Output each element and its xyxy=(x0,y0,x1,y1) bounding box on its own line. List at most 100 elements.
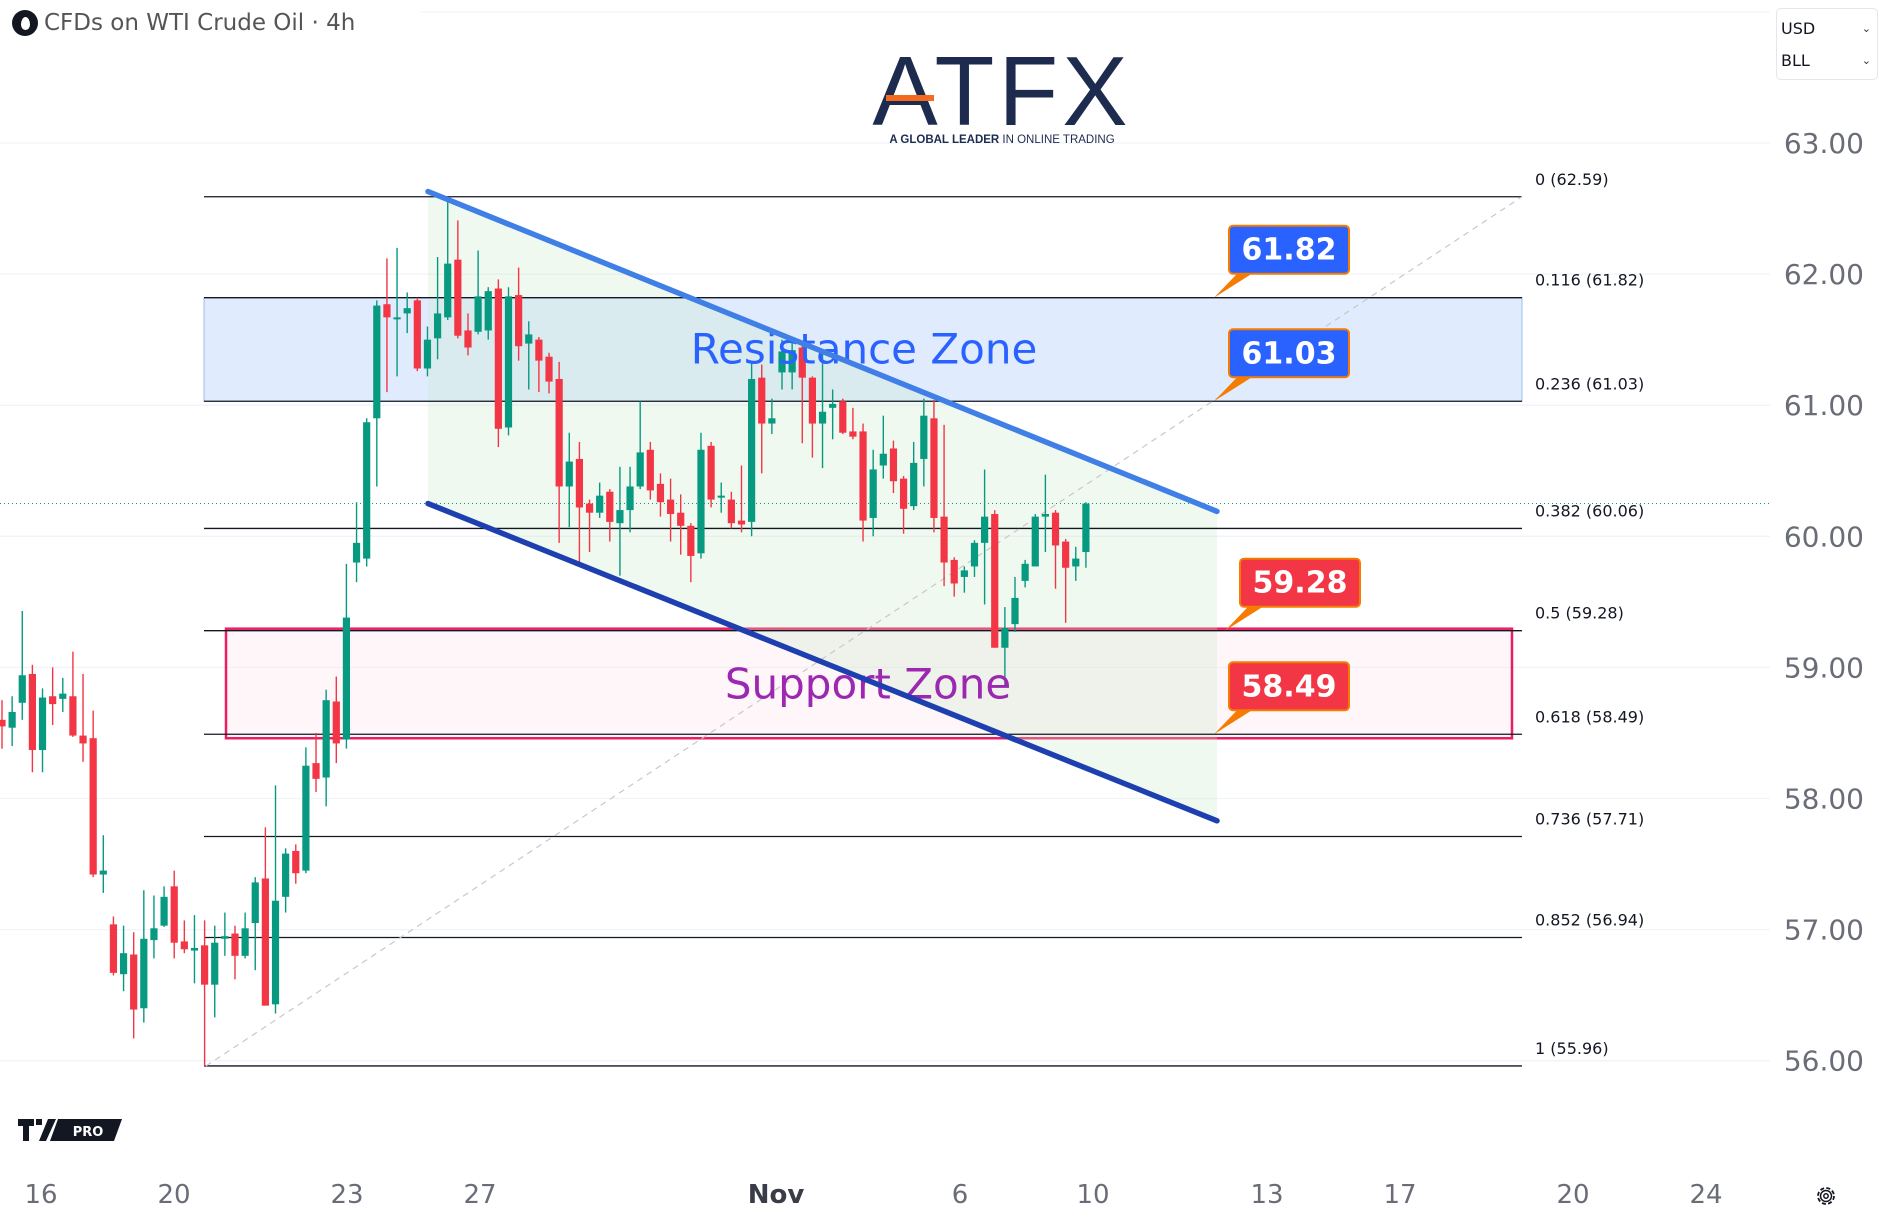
candle-body xyxy=(636,452,644,487)
logo-brand: ATFX xyxy=(872,36,1131,146)
candle xyxy=(241,912,249,959)
candle xyxy=(545,352,553,394)
price-tick-label: 59.00 xyxy=(1784,651,1864,684)
candle-body xyxy=(697,449,705,554)
candle xyxy=(910,441,918,511)
candle-body xyxy=(991,514,999,648)
candle-body xyxy=(1062,541,1070,568)
callout-pointer xyxy=(1214,375,1255,402)
candle xyxy=(1072,546,1080,581)
currency-select[interactable]: USD ⌄ xyxy=(1777,9,1877,41)
candle xyxy=(363,418,371,567)
tv-logo-slash xyxy=(39,1119,56,1141)
candle-body xyxy=(525,334,533,344)
candle xyxy=(1011,576,1019,633)
channel-fill-layer xyxy=(428,191,1217,821)
candle xyxy=(261,827,269,1006)
candle xyxy=(494,279,502,448)
time-tick-label: 16 xyxy=(24,1180,57,1210)
candle-body xyxy=(231,933,239,956)
candle-body xyxy=(292,850,300,874)
candle-body xyxy=(49,696,57,705)
candle-body xyxy=(282,853,290,897)
candle xyxy=(920,398,928,487)
candle-body xyxy=(920,415,928,459)
channel-upper-line[interactable] xyxy=(425,188,1220,515)
price-callout[interactable]: 59.28 xyxy=(1225,557,1361,631)
candle xyxy=(444,196,452,320)
candle xyxy=(991,510,999,648)
time-axis[interactable]: 16 20 23 27 Nov 6 10 13 17 20 24 xyxy=(24,1180,1722,1210)
candle xyxy=(413,297,421,372)
fibonacci-retracement[interactable]: 0 (62.59) 0.116 (61.82) 0.236 (61.03) 0.382… xyxy=(0,170,1770,1067)
candle xyxy=(38,688,47,773)
price-tick-label: 56.00 xyxy=(1784,1045,1864,1078)
candle xyxy=(839,398,847,435)
candle xyxy=(170,870,178,959)
candle-body xyxy=(585,503,594,513)
candle-body xyxy=(0,719,6,727)
candle xyxy=(717,482,725,513)
candle xyxy=(596,482,604,518)
candle xyxy=(180,920,188,954)
gear-icon[interactable] xyxy=(1814,1184,1838,1208)
candle-body xyxy=(464,330,472,348)
candle xyxy=(646,441,654,500)
price-axis[interactable]: 56.00 57.00 58.00 59.00 60.00 61.00 62.00 63.00 xyxy=(1784,127,1864,1078)
candle xyxy=(99,835,107,893)
time-tick-label: Nov xyxy=(748,1180,805,1210)
price-tick-label: 57.00 xyxy=(1784,914,1864,947)
candle-body xyxy=(930,418,938,518)
price-callout[interactable]: 61.82 xyxy=(1214,224,1350,298)
unit-selector[interactable]: USD ⌄ BLL ⌄ xyxy=(1776,8,1878,80)
time-tick-label: 27 xyxy=(463,1180,496,1210)
price-callout[interactable]: 58.49 xyxy=(1214,661,1350,735)
candle-body xyxy=(150,928,158,941)
candle xyxy=(150,895,158,959)
candle-body xyxy=(261,878,269,1006)
fib-level-label: 0.5 (59.28) xyxy=(1535,604,1624,623)
time-tick-label: 23 xyxy=(330,1180,363,1210)
candle-body xyxy=(778,351,786,373)
candle-body xyxy=(332,701,340,744)
channel-lower-line[interactable] xyxy=(425,500,1220,824)
fib-level-label: 0.116 (61.82) xyxy=(1535,271,1644,290)
candle xyxy=(140,890,148,1023)
candle-body xyxy=(140,938,148,1009)
candle-body xyxy=(565,461,573,487)
candle-body xyxy=(737,520,746,525)
callout-box xyxy=(1228,224,1350,275)
candle-body xyxy=(869,469,877,518)
unit-select[interactable]: BLL ⌄ xyxy=(1777,41,1877,73)
candle xyxy=(1001,607,1009,688)
candle xyxy=(28,664,36,773)
candle xyxy=(109,916,118,976)
candle xyxy=(201,920,209,1066)
candle-body xyxy=(504,296,513,428)
candle-body xyxy=(687,525,695,556)
candle-body xyxy=(677,512,685,526)
chevron-down-icon: ⌄ xyxy=(1861,21,1871,35)
callout-box xyxy=(1228,328,1350,379)
tradingview-pro-logo[interactable]: PRO xyxy=(18,1117,122,1143)
pro-badge-bg xyxy=(50,1119,122,1141)
price-callout[interactable]: 61.03 xyxy=(1214,328,1350,402)
candle-body xyxy=(322,700,330,778)
candle-body xyxy=(484,291,492,331)
candle-body xyxy=(413,300,421,369)
callout-value: 58.49 xyxy=(1242,669,1337,704)
candle xyxy=(666,478,675,542)
symbol-header[interactable]: CFDs on WTI Crude Oil · 4h xyxy=(12,10,355,36)
candle xyxy=(535,337,543,393)
candle-body xyxy=(271,900,280,1005)
candle xyxy=(130,932,138,1039)
currency-value: USD xyxy=(1781,18,1816,38)
candle xyxy=(585,499,594,553)
fib-level-label: 0 (62.59) xyxy=(1535,170,1609,189)
candle-body xyxy=(788,350,796,373)
candle xyxy=(211,925,219,1018)
candle-body xyxy=(423,339,432,369)
candle xyxy=(190,915,199,984)
